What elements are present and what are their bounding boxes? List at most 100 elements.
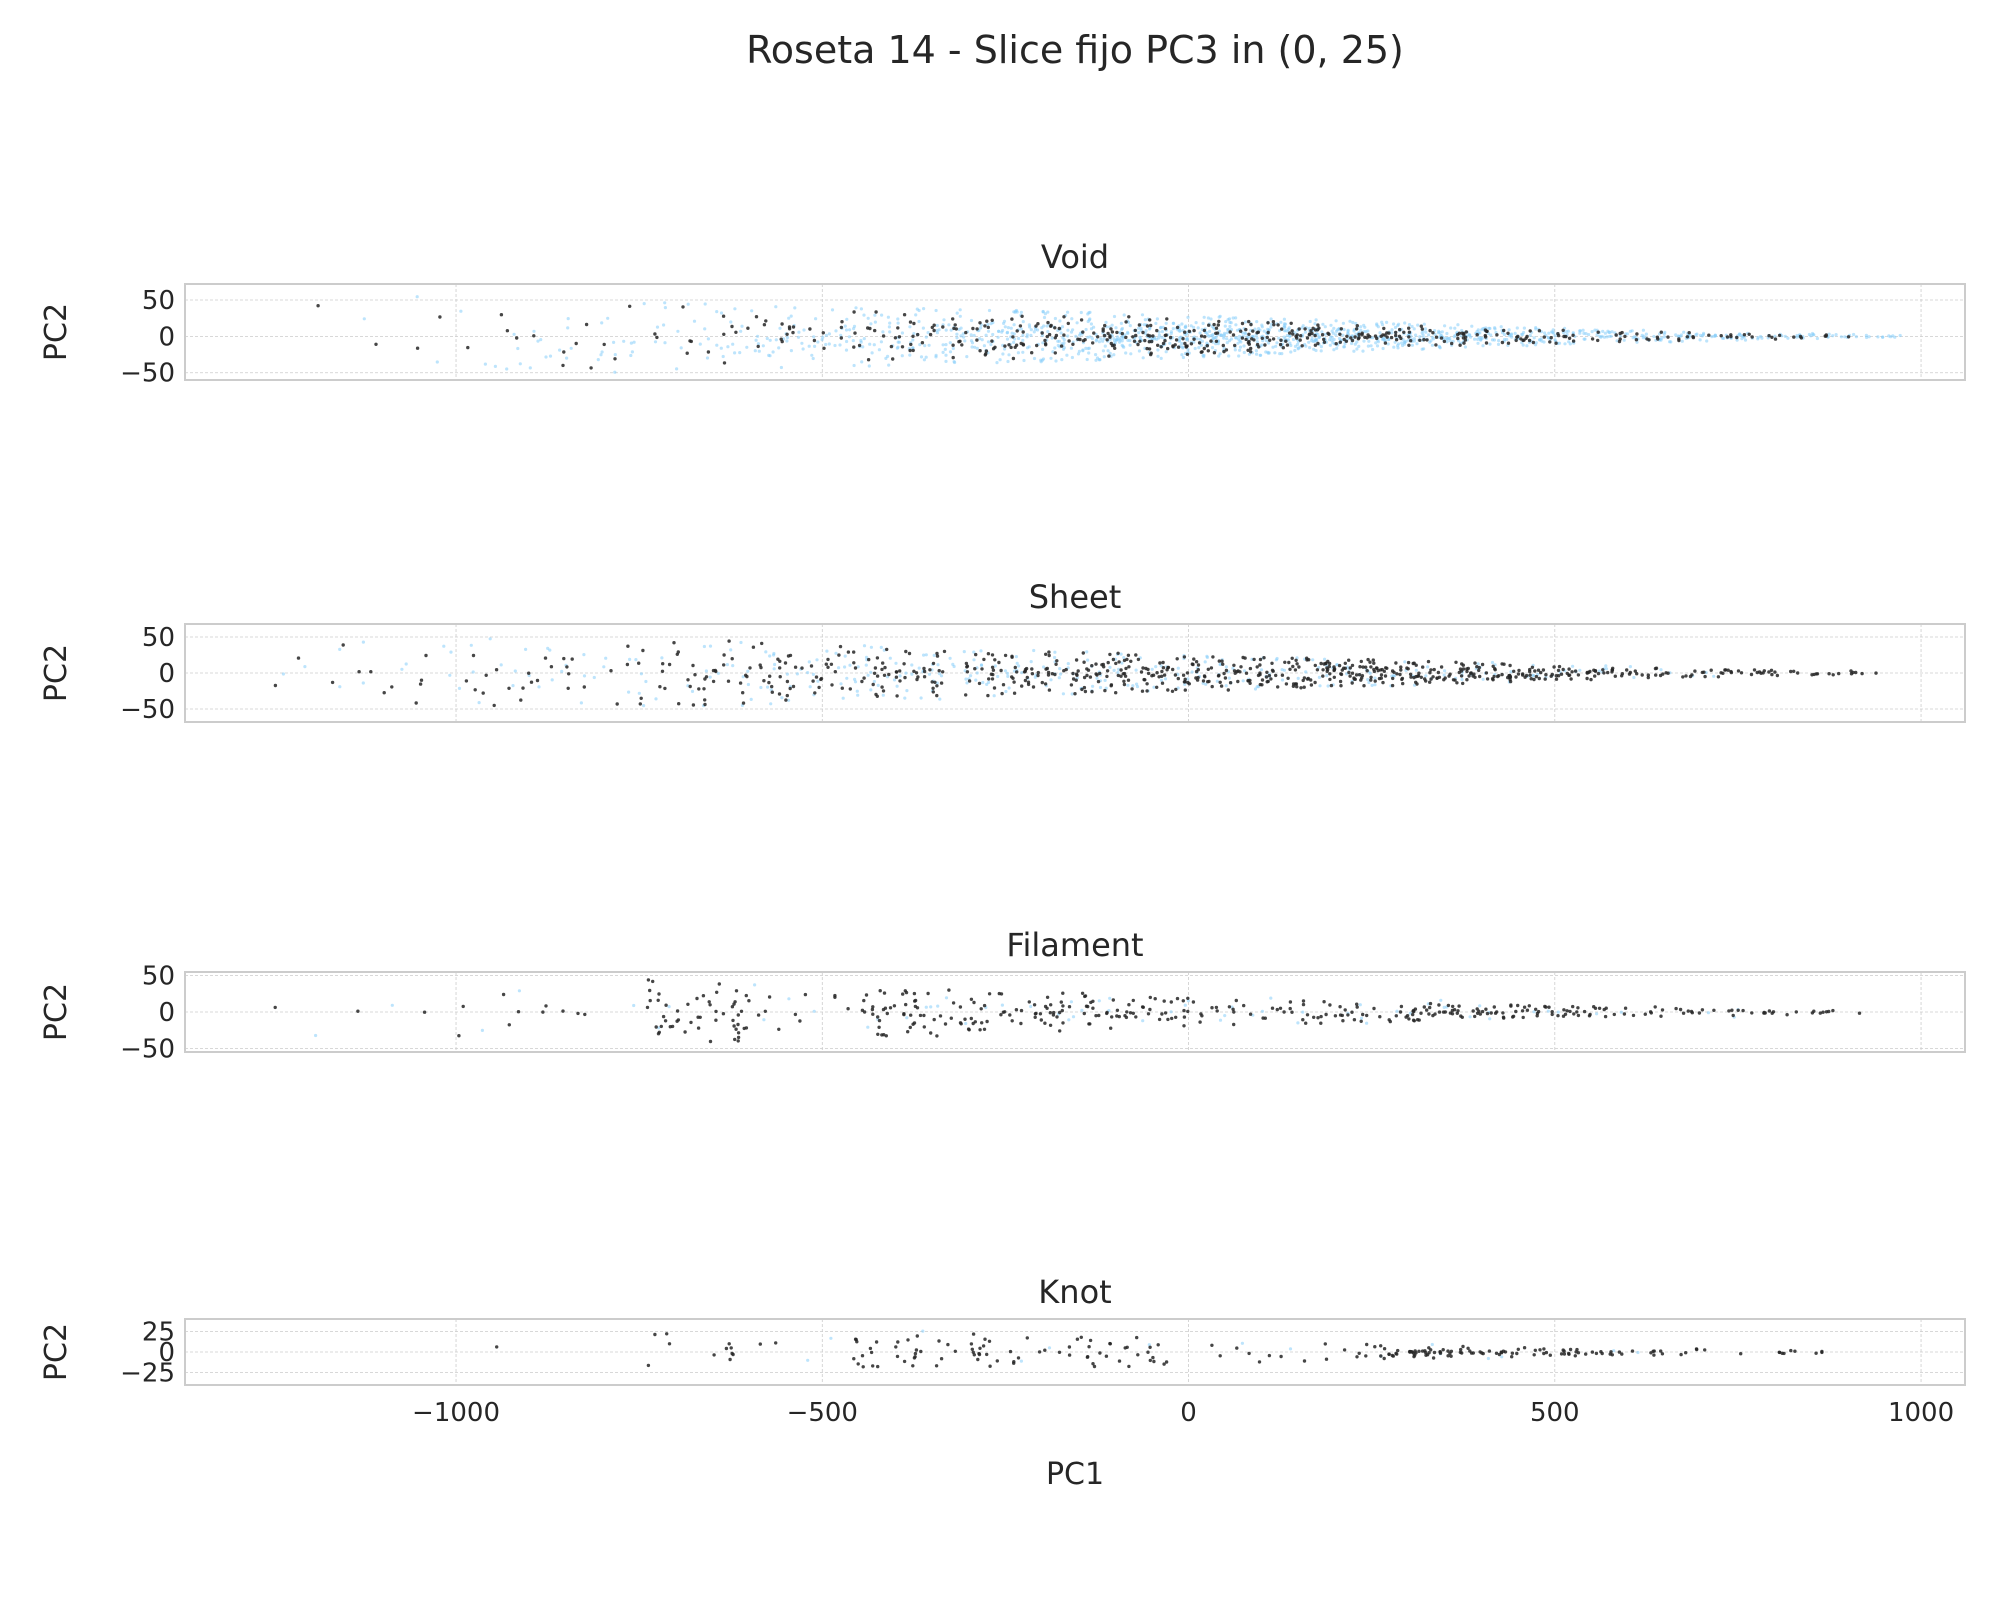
- scatter-points: [273, 978, 1862, 1044]
- data-point: [934, 308, 938, 313]
- data-point: [872, 679, 877, 684]
- data-point: [1414, 674, 1418, 679]
- data-point: [750, 309, 754, 313]
- data-point: [1628, 329, 1632, 333]
- data-point: [1238, 348, 1242, 352]
- data-point: [1180, 341, 1184, 346]
- data-point: [1769, 668, 1774, 672]
- data-point: [730, 1005, 735, 1009]
- data-point: [1531, 674, 1535, 678]
- data-point: [869, 645, 874, 649]
- data-point: [1514, 338, 1518, 343]
- data-point: [338, 647, 342, 652]
- data-point: [1467, 674, 1471, 678]
- data-point: [1003, 347, 1007, 351]
- data-point: [1198, 331, 1202, 335]
- data-point: [637, 691, 641, 695]
- data-point: [1476, 341, 1480, 345]
- data-point: [877, 348, 882, 352]
- data-point: [1332, 326, 1336, 330]
- data-point: [955, 332, 959, 336]
- data-point: [1814, 672, 1818, 676]
- data-point: [1116, 651, 1120, 655]
- data-point: [998, 358, 1002, 362]
- data-point: [1851, 670, 1855, 675]
- data-point: [641, 648, 645, 653]
- data-point: [1170, 689, 1175, 693]
- data-point: [1528, 333, 1532, 337]
- data-point: [1685, 335, 1690, 339]
- data-point: [874, 310, 878, 314]
- data-point: [1163, 327, 1168, 331]
- data-point: [1106, 660, 1110, 665]
- data-point: [951, 317, 955, 321]
- data-point: [1348, 666, 1353, 670]
- data-point: [1552, 331, 1556, 335]
- data-point: [461, 1004, 465, 1009]
- data-point: [1044, 652, 1048, 656]
- data-point: [1238, 345, 1243, 349]
- data-point: [898, 669, 902, 673]
- data-point: [1108, 351, 1112, 355]
- data-point: [1634, 338, 1639, 342]
- data-point: [1091, 1006, 1095, 1010]
- data-point: [516, 1010, 521, 1014]
- data-point: [1217, 315, 1221, 319]
- data-point: [881, 693, 885, 697]
- data-point: [1159, 356, 1163, 360]
- data-point: [1773, 670, 1777, 674]
- data-point: [1184, 345, 1189, 349]
- data-point: [938, 1014, 943, 1018]
- data-point: [909, 1013, 913, 1017]
- data-point: [1488, 1017, 1492, 1021]
- data-point: [756, 342, 761, 346]
- data-point: [1478, 331, 1482, 335]
- data-point: [602, 342, 606, 347]
- data-point: [881, 661, 885, 665]
- data-point: [787, 316, 791, 320]
- data-point: [999, 1013, 1003, 1017]
- data-point: [1174, 338, 1179, 342]
- data-point: [686, 1002, 690, 1006]
- data-point: [1324, 1357, 1329, 1361]
- data-point: [1317, 675, 1321, 680]
- data-point: [872, 343, 876, 347]
- data-point: [1521, 343, 1525, 347]
- data-point: [1602, 335, 1607, 339]
- data-point: [1596, 671, 1601, 676]
- data-point: [1726, 668, 1730, 672]
- y-tick-label: 50: [142, 286, 175, 316]
- data-point: [1337, 663, 1342, 668]
- data-point: [1135, 1335, 1139, 1340]
- data-point: [1631, 336, 1635, 340]
- data-point: [937, 328, 941, 332]
- data-point: [876, 1032, 880, 1037]
- data-point: [1185, 337, 1189, 341]
- data-point: [632, 340, 636, 344]
- data-point: [824, 342, 828, 347]
- data-point: [1412, 327, 1416, 331]
- data-point: [1372, 1006, 1376, 1011]
- data-point: [1137, 326, 1141, 330]
- data-point: [933, 680, 937, 684]
- data-point: [1192, 328, 1196, 333]
- data-point: [1005, 671, 1010, 676]
- data-point: [1793, 1349, 1797, 1353]
- data-point: [935, 693, 939, 698]
- data-point: [1319, 345, 1323, 349]
- x-tick-label: 0: [1180, 1398, 1197, 1428]
- data-point: [1005, 337, 1010, 341]
- data-point: [1147, 347, 1152, 351]
- data-point: [562, 656, 566, 661]
- data-point: [985, 1352, 989, 1357]
- y-tick-label: 0: [158, 659, 175, 689]
- data-point: [1275, 341, 1279, 345]
- data-point: [1741, 1008, 1745, 1013]
- data-point: [1342, 328, 1346, 332]
- data-point: [488, 637, 492, 641]
- data-point: [683, 1030, 687, 1034]
- data-point: [544, 1004, 548, 1008]
- data-point: [1371, 347, 1375, 352]
- data-point: [1516, 334, 1520, 339]
